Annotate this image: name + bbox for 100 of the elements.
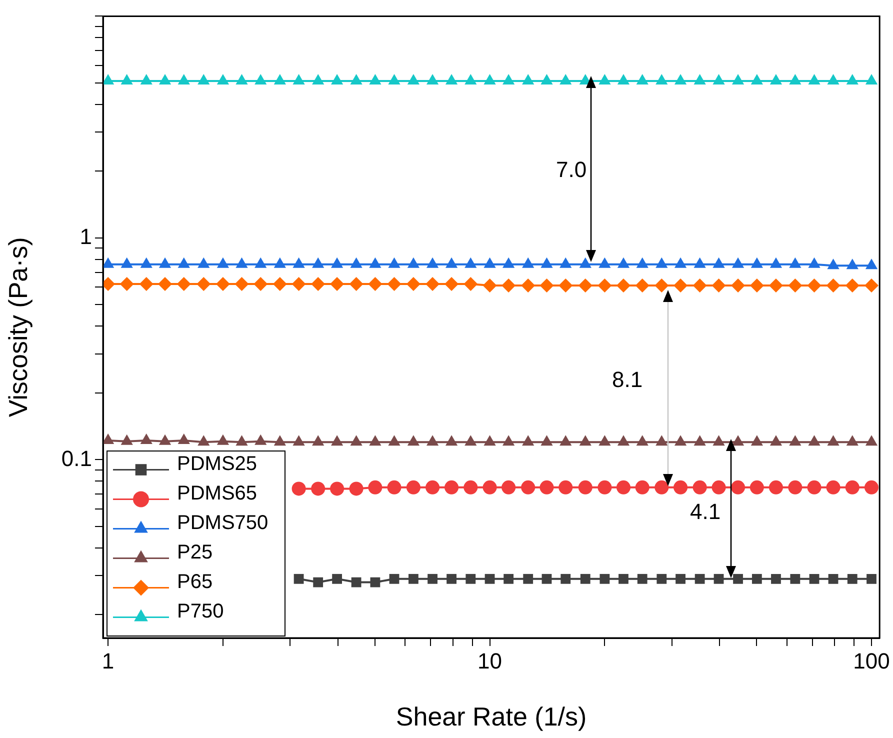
point	[407, 257, 420, 268]
point	[445, 74, 458, 85]
point	[558, 278, 573, 293]
point	[368, 480, 382, 494]
point	[771, 574, 781, 584]
point	[579, 435, 592, 446]
point	[865, 74, 878, 85]
x-tick-label: 1	[102, 648, 114, 674]
point	[216, 276, 230, 291]
legend-label: PDMS750	[177, 512, 268, 534]
point	[617, 74, 630, 85]
point	[502, 278, 516, 293]
point	[674, 74, 687, 85]
point	[292, 74, 305, 85]
point	[864, 480, 879, 494]
point	[560, 74, 572, 85]
x-tick-label: 10	[478, 648, 502, 674]
point	[274, 74, 286, 85]
point	[636, 257, 648, 268]
annotation: 4.1	[690, 499, 721, 524]
point	[464, 435, 477, 446]
point	[332, 574, 342, 584]
point	[540, 278, 554, 293]
point	[198, 257, 210, 268]
point	[292, 482, 306, 496]
point	[349, 482, 364, 496]
point	[103, 434, 114, 444]
point	[464, 480, 478, 494]
point	[788, 480, 802, 494]
point	[580, 574, 590, 584]
point	[617, 435, 630, 446]
point	[789, 257, 802, 268]
point	[598, 435, 611, 446]
point	[350, 74, 362, 85]
point	[656, 574, 667, 584]
point	[103, 257, 114, 268]
point	[598, 480, 612, 494]
point	[158, 276, 172, 291]
point	[674, 435, 687, 446]
point	[292, 257, 305, 268]
point	[406, 480, 420, 494]
point	[616, 480, 630, 494]
point	[768, 278, 783, 293]
point	[387, 276, 402, 291]
point	[579, 257, 592, 268]
point	[540, 435, 553, 446]
point	[140, 257, 152, 268]
point	[598, 257, 611, 268]
point	[731, 278, 746, 293]
point	[521, 480, 536, 494]
point	[692, 480, 707, 494]
point	[598, 74, 611, 85]
point	[502, 480, 516, 494]
point	[446, 574, 456, 584]
point	[387, 480, 402, 494]
point	[176, 276, 191, 291]
point	[694, 74, 706, 85]
point	[369, 74, 382, 85]
point	[368, 276, 382, 291]
point	[236, 435, 248, 446]
point	[731, 480, 746, 494]
point	[312, 435, 324, 446]
point	[827, 435, 840, 446]
point	[330, 257, 344, 268]
point	[484, 435, 496, 446]
point	[216, 434, 230, 445]
point	[845, 278, 860, 293]
point	[750, 480, 764, 494]
point	[712, 480, 726, 494]
point	[350, 435, 362, 446]
point	[654, 480, 669, 494]
point	[788, 278, 802, 293]
point	[522, 257, 534, 268]
point	[274, 257, 286, 268]
point	[770, 257, 782, 268]
point	[808, 257, 820, 268]
point	[140, 434, 152, 444]
point	[560, 257, 572, 268]
point	[388, 74, 400, 85]
point	[254, 74, 267, 85]
annotation: 8.1	[612, 367, 643, 392]
point	[636, 435, 648, 446]
point	[178, 257, 190, 268]
point	[274, 435, 286, 446]
point	[656, 257, 668, 268]
point	[560, 435, 572, 446]
point	[789, 435, 802, 446]
point	[637, 574, 648, 584]
point	[198, 74, 210, 85]
point	[866, 574, 876, 584]
point	[466, 574, 476, 584]
point	[426, 276, 440, 291]
point	[272, 276, 287, 291]
point	[426, 74, 439, 85]
point	[140, 74, 152, 85]
point	[807, 278, 822, 293]
point	[158, 257, 172, 268]
point	[808, 435, 820, 446]
point	[542, 574, 552, 584]
point	[828, 574, 838, 584]
